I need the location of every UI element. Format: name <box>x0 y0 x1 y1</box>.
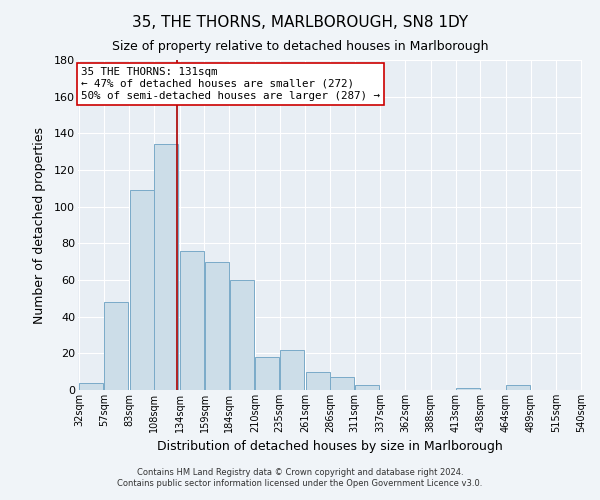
Bar <box>456 388 480 390</box>
Bar <box>79 382 103 390</box>
Bar <box>280 350 304 390</box>
Text: Size of property relative to detached houses in Marlborough: Size of property relative to detached ho… <box>112 40 488 53</box>
Bar <box>154 144 178 390</box>
Bar <box>506 384 530 390</box>
Y-axis label: Number of detached properties: Number of detached properties <box>33 126 46 324</box>
Text: Contains HM Land Registry data © Crown copyright and database right 2024.
Contai: Contains HM Land Registry data © Crown c… <box>118 468 482 487</box>
Bar <box>230 280 254 390</box>
Bar <box>205 262 229 390</box>
Bar <box>331 377 355 390</box>
Bar <box>355 384 379 390</box>
Bar <box>104 302 128 390</box>
Bar <box>305 372 329 390</box>
Bar <box>130 190 154 390</box>
Bar <box>180 250 204 390</box>
Bar <box>255 357 279 390</box>
Text: 35 THE THORNS: 131sqm
← 47% of detached houses are smaller (272)
50% of semi-det: 35 THE THORNS: 131sqm ← 47% of detached … <box>81 68 380 100</box>
Text: 35, THE THORNS, MARLBOROUGH, SN8 1DY: 35, THE THORNS, MARLBOROUGH, SN8 1DY <box>132 15 468 30</box>
X-axis label: Distribution of detached houses by size in Marlborough: Distribution of detached houses by size … <box>157 440 503 454</box>
